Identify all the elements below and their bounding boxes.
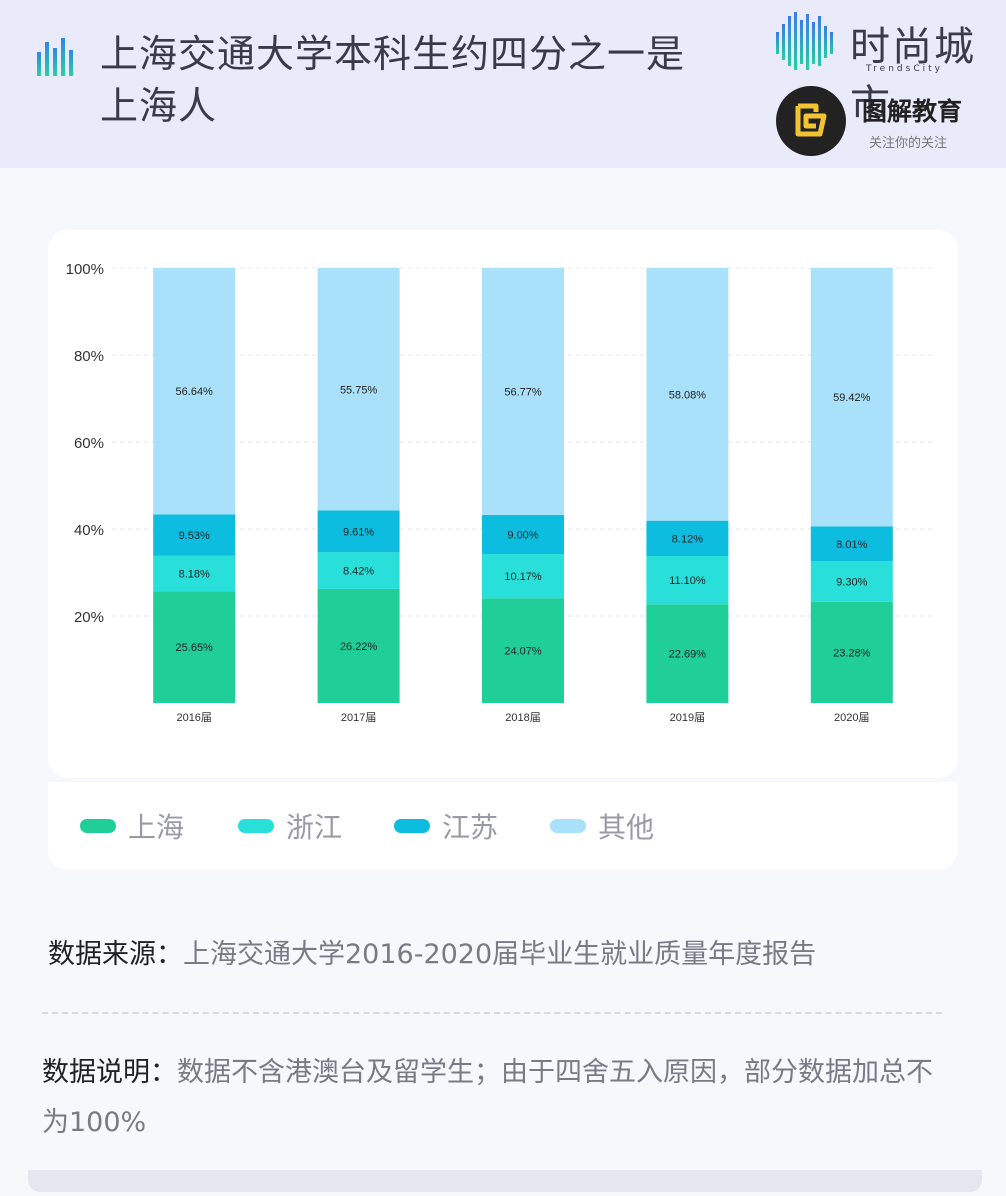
y-tick-label: 60% — [74, 435, 104, 452]
brand2-slogan: 关注你的关注 — [869, 136, 948, 151]
data-label: 26.22% — [340, 641, 378, 653]
bar-segment — [646, 556, 729, 605]
legend-item-other: 其他 — [550, 808, 654, 844]
bar-chart-icon — [37, 38, 73, 76]
bar-segment — [153, 555, 236, 592]
data-label: 55.75% — [340, 384, 378, 396]
y-tick-label: 20% — [74, 609, 104, 626]
bar-segment — [482, 554, 564, 599]
data-label: 23.28% — [833, 647, 871, 659]
bar-segment — [317, 268, 400, 511]
bar-segment — [646, 520, 729, 557]
data-label: 59.42% — [833, 392, 871, 404]
data-note: 数据说明：数据不含港澳台及留学生；由于四舍五入原因，部分数据加总不为100% — [42, 1048, 954, 1148]
data-label: 58.08% — [669, 389, 707, 401]
x-tick-label: 2020届 — [834, 711, 869, 724]
data-label: 11.10% — [669, 575, 706, 587]
bar-segment — [810, 601, 893, 703]
legend-label: 其他 — [598, 811, 655, 844]
bar-segment — [153, 268, 236, 515]
bar-segment — [646, 604, 729, 703]
legend: 上海 浙江 江苏 其他 — [48, 782, 958, 870]
legend-label: 浙江 — [286, 811, 343, 844]
bar-segment — [317, 552, 400, 589]
legend-label: 上海 — [128, 811, 185, 844]
bar-segment — [153, 514, 236, 556]
data-label: 10.17% — [504, 571, 542, 583]
y-tick-label: 40% — [74, 522, 104, 539]
legend-swatch — [238, 819, 274, 833]
data-label: 56.77% — [504, 386, 542, 398]
data-label: 25.65% — [176, 642, 214, 654]
note-value: 数据不含港澳台及留学生；由于四舍五入原因，部分数据加总不为100% — [42, 1057, 933, 1138]
bar-segment — [810, 561, 893, 602]
x-tick-label: 2017届 — [341, 711, 376, 724]
bar-segment — [810, 526, 893, 562]
data-label: 9.61% — [343, 526, 374, 538]
legend-swatch — [80, 819, 116, 833]
tujie-logo-icon — [776, 86, 846, 156]
bar-segment — [482, 268, 564, 515]
x-tick-label: 2019届 — [670, 711, 705, 724]
dashed-divider — [42, 1012, 942, 1014]
bar-segment — [810, 268, 893, 527]
brand1-name: 时尚城市 — [850, 24, 976, 128]
data-label: 22.69% — [669, 649, 707, 661]
y-tick-label: 80% — [74, 348, 104, 365]
soundwave-icon — [776, 12, 833, 70]
bar-segment — [482, 598, 564, 703]
legend-item-jiangsu: 江苏 — [394, 808, 498, 844]
data-label: 9.53% — [179, 530, 210, 542]
x-tick-label: 2016届 — [176, 711, 211, 724]
header-band: 上海交通大学本科生约四分之一是上海人 — [0, 0, 1006, 168]
data-label: 9.30% — [836, 577, 867, 589]
brand1-sub: TrendsCity — [866, 64, 943, 74]
note-label: 数据说明： — [42, 1057, 177, 1088]
legend-swatch — [394, 819, 430, 833]
legend-item-shanghai: 上海 — [80, 808, 184, 844]
trendscity-logo: 时尚城市 TrendsCity — [774, 8, 994, 128]
source-label: 数据来源： — [48, 939, 183, 970]
data-label: 56.64% — [176, 386, 214, 398]
legend-label: 江苏 — [442, 811, 499, 844]
bar-segment — [482, 514, 564, 555]
data-source: 数据来源：上海交通大学2016-2020届毕业生就业质量年度报告 — [48, 932, 816, 971]
x-tick-label: 2018届 — [505, 711, 540, 724]
data-label: 9.00% — [507, 529, 538, 541]
bar-segment — [153, 591, 236, 703]
legend-item-zhejiang: 浙江 — [238, 808, 342, 844]
card-bottom-edge — [28, 1170, 982, 1192]
page-title: 上海交通大学本科生约四分之一是上海人 — [100, 32, 686, 128]
data-label: 24.07% — [504, 646, 542, 658]
data-label: 8.18% — [179, 569, 210, 581]
bar-segment — [646, 268, 729, 521]
bar-segment — [317, 588, 400, 703]
source-value: 上海交通大学2016-2020届毕业生就业质量年度报告 — [183, 939, 817, 970]
y-tick-label: 100% — [66, 261, 104, 278]
data-label: 8.42% — [343, 566, 374, 578]
data-label: 8.01% — [836, 539, 867, 551]
stacked-bar-chart: 20% 40% 60% 80% 100% 25.65% 8.18% 9.53% 56.64% 20… — [66, 261, 934, 724]
brand2-name: 图解教育 — [862, 97, 963, 126]
data-label: 8.12% — [672, 533, 703, 545]
legend-swatch — [550, 819, 586, 833]
bar-segment — [317, 510, 400, 553]
